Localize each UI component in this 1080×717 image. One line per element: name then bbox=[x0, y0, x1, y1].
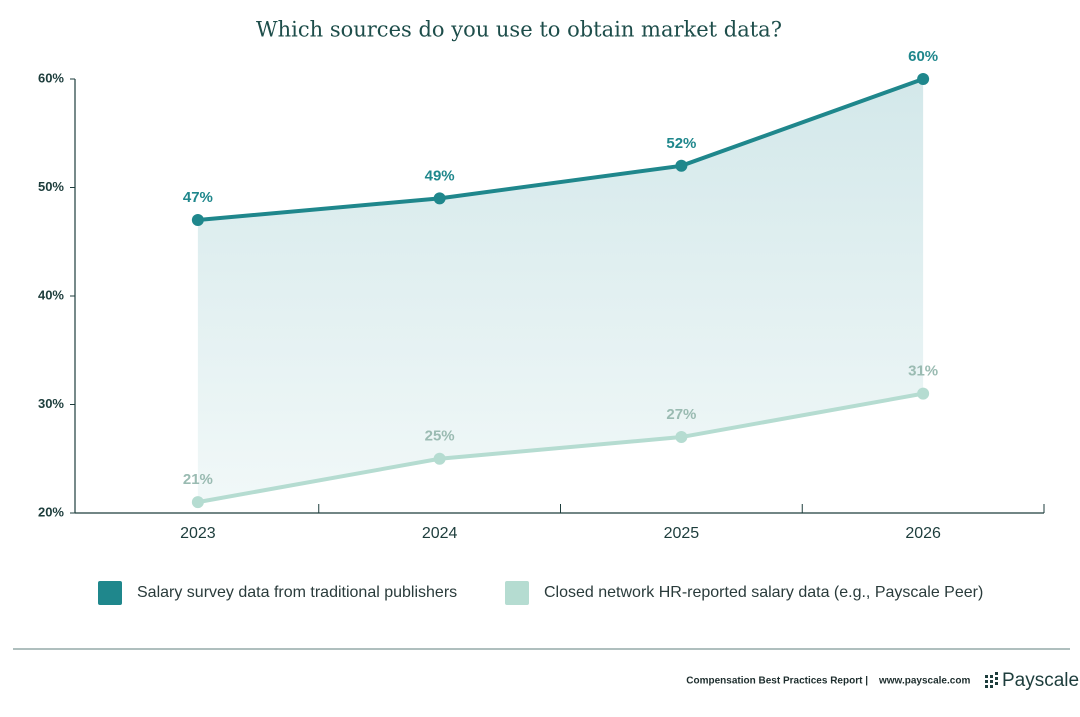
y-tick-label: 60% bbox=[38, 70, 64, 85]
series-line bbox=[197, 77, 924, 223]
y-tick-label: 50% bbox=[38, 179, 64, 194]
y-tick-label: 40% bbox=[38, 287, 64, 302]
y-tick-label: 30% bbox=[38, 396, 64, 411]
data-point bbox=[433, 192, 446, 205]
brand-icon bbox=[985, 672, 998, 688]
value-label: 27% bbox=[666, 406, 696, 423]
chart-title: Which sources do you use to obtain marke… bbox=[256, 18, 782, 42]
legend-swatch bbox=[505, 581, 529, 605]
value-label: 60% bbox=[908, 48, 938, 65]
x-tick-label: 2024 bbox=[422, 525, 458, 542]
data-point bbox=[675, 159, 688, 172]
footer-brand: Payscale bbox=[1002, 670, 1079, 691]
legend-label: Salary survey data from traditional publ… bbox=[137, 584, 457, 601]
footer-url: www.payscale.com bbox=[878, 676, 970, 687]
data-point bbox=[191, 496, 204, 509]
x-tick-label: 2023 bbox=[180, 525, 216, 542]
series-line bbox=[197, 391, 924, 505]
x-tick-label: 2026 bbox=[905, 525, 941, 542]
data-point bbox=[675, 431, 688, 444]
y-tick-label: 20% bbox=[38, 504, 64, 519]
value-label: 47% bbox=[183, 189, 213, 206]
x-tick-label: 2025 bbox=[664, 525, 700, 542]
value-label: 21% bbox=[183, 471, 213, 488]
legend-label: Closed network HR-reported salary data (… bbox=[544, 584, 983, 601]
value-label: 31% bbox=[908, 363, 938, 380]
area-fill bbox=[197, 79, 924, 503]
value-label: 52% bbox=[666, 135, 696, 152]
footer-report: Compensation Best Practices Report | bbox=[686, 676, 868, 687]
value-label: 25% bbox=[425, 428, 455, 445]
data-point bbox=[191, 214, 204, 227]
legend-swatch bbox=[98, 581, 122, 605]
data-point bbox=[433, 452, 446, 465]
value-label: 49% bbox=[425, 167, 455, 184]
data-point bbox=[917, 387, 930, 400]
data-point bbox=[917, 73, 930, 85]
